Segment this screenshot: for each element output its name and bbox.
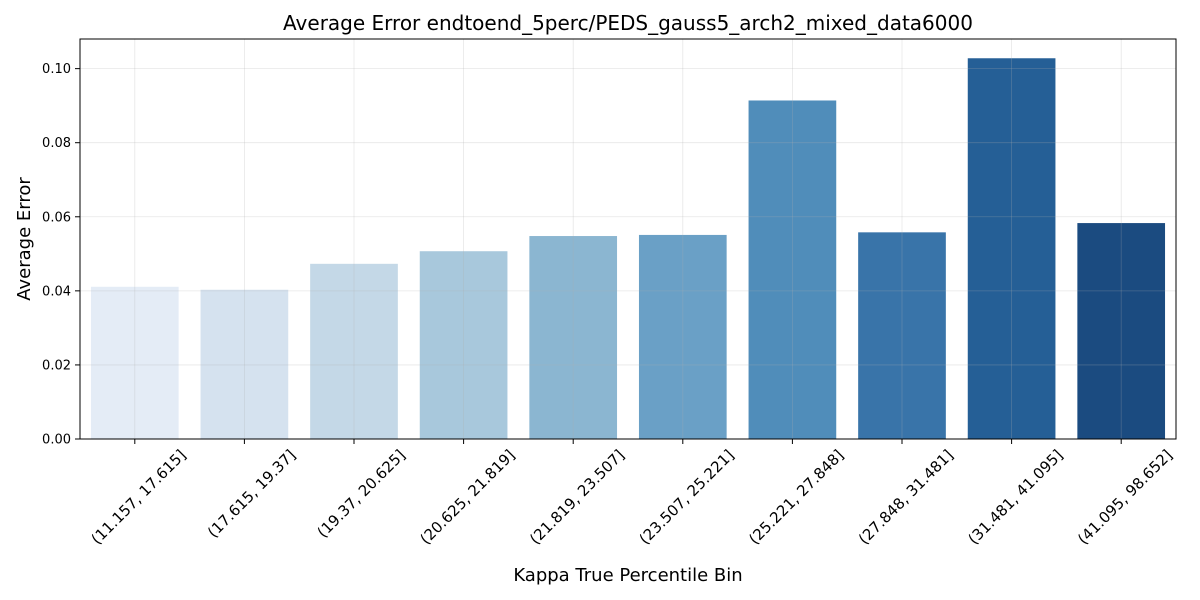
x-tick-label: (23.507, 25.221] <box>636 446 738 548</box>
x-tick-label: (41.095, 98.652] <box>1074 446 1176 548</box>
chart-title: Average Error endtoend_5perc/PEDS_gauss5… <box>283 11 973 35</box>
bar <box>200 289 289 439</box>
y-tick-label: 0.10 <box>42 62 71 77</box>
y-axis-label: Average Error <box>14 177 35 301</box>
x-tick-label: (11.157, 17.615] <box>88 446 190 548</box>
x-tick-label: (27.848, 31.481] <box>855 446 957 548</box>
grid-layer <box>80 39 1176 440</box>
bar <box>858 232 946 439</box>
x-tick-label: (20.625, 21.819] <box>416 446 518 548</box>
bar <box>638 234 727 439</box>
y-tick-label: 0.08 <box>42 136 71 151</box>
y-tick-label: 0.02 <box>42 358 71 373</box>
plot-frame <box>79 38 1177 440</box>
x-tick-label: (19.37, 20.625] <box>314 446 409 541</box>
bar <box>419 251 508 439</box>
bar <box>748 100 837 440</box>
bar <box>90 286 179 439</box>
x-axis: (11.157, 17.615] (17.615, 19.37] (19.37, 2… <box>88 439 1176 548</box>
y-tick-label: 0.06 <box>42 210 71 225</box>
y-axis: 0.00 0.02 0.04 0.06 0.08 0.10 <box>42 62 80 448</box>
x-tick-label: (21.819, 23.507] <box>526 446 628 548</box>
x-tick-label: (25.221, 27.848] <box>745 446 847 548</box>
bars-layer <box>90 58 1166 440</box>
x-tick-label: (31.481, 41.095] <box>964 446 1066 548</box>
x-tick-label: (17.615, 19.37] <box>204 446 299 541</box>
bar <box>967 58 1056 440</box>
bar <box>529 236 618 439</box>
x-axis-label: Kappa True Percentile Bin <box>513 565 742 586</box>
bar <box>310 263 398 439</box>
bar <box>1077 223 1166 439</box>
y-tick-label: 0.04 <box>42 284 71 299</box>
y-tick-label: 0.00 <box>42 433 71 448</box>
